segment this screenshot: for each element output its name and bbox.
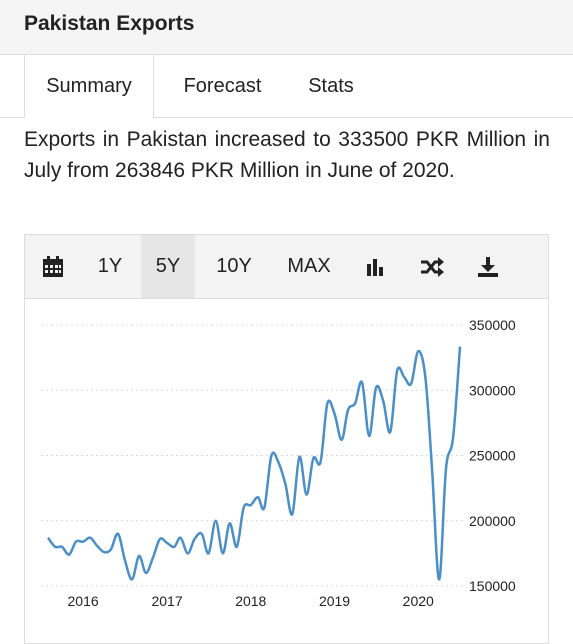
line-chart: 350000 300000 250000 200000 150000 2016 2017 20… xyxy=(41,317,516,609)
tab-summary[interactable]: Summary xyxy=(24,55,154,118)
range-1y-button[interactable]: 1Y xyxy=(97,255,123,277)
tab-forecast[interactable]: Forecast xyxy=(183,75,262,97)
x-tick-label: 2019 xyxy=(319,593,350,609)
summary-paragraph: Exports in Pakistan increased to 333500 … xyxy=(24,128,550,182)
tab-stats[interactable]: Stats xyxy=(308,75,354,97)
page-header: Pakistan Exports xyxy=(0,0,573,55)
calendar-icon[interactable] xyxy=(35,235,71,298)
chart-toolbar: 1Y 5Y 10Y MAX xyxy=(25,235,548,299)
y-tick-label: 200000 xyxy=(469,513,516,529)
x-tick-label: 2017 xyxy=(151,593,182,609)
y-tick-label: 150000 xyxy=(469,578,516,594)
tab-bar: Summary Forecast Stats xyxy=(0,55,573,118)
x-tick-label: 2018 xyxy=(235,593,266,609)
x-tick-label: 2016 xyxy=(68,593,99,609)
exports-series-line xyxy=(46,346,462,581)
y-tick-label: 300000 xyxy=(469,382,516,398)
range-10y-button[interactable]: 10Y xyxy=(216,255,252,277)
range-5y-button[interactable]: 5Y xyxy=(141,235,195,298)
x-tick-label: 2020 xyxy=(403,593,434,609)
chart-panel: 1Y 5Y 10Y MAX 350000 xyxy=(24,234,549,644)
shuffle-icon[interactable] xyxy=(415,235,449,298)
page-title: Pakistan Exports xyxy=(24,12,195,35)
range-max-button[interactable]: MAX xyxy=(287,255,331,277)
y-tick-label: 350000 xyxy=(469,317,516,333)
y-tick-label: 250000 xyxy=(469,448,516,464)
bar-chart-icon[interactable] xyxy=(359,235,393,298)
download-icon[interactable] xyxy=(471,235,505,298)
